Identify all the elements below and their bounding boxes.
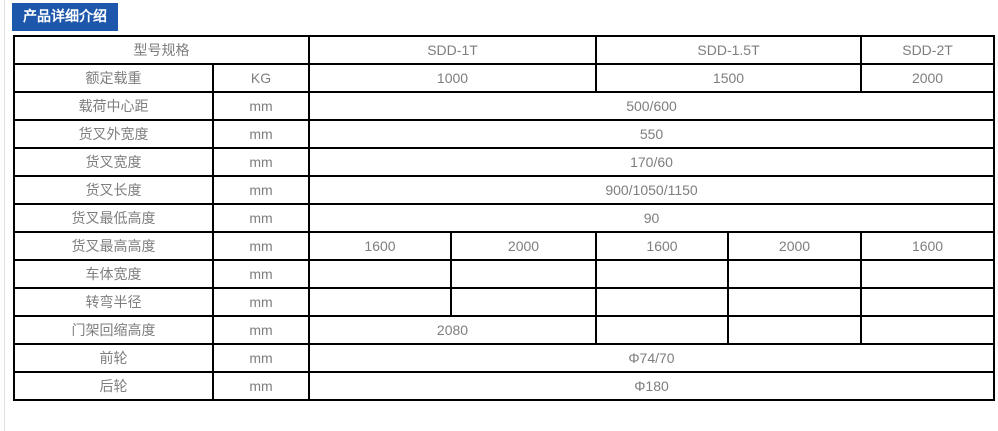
spec-value-cell: 1600 — [860, 231, 996, 261]
page-left-border — [4, 0, 5, 431]
spec-unit-cell: mm — [212, 91, 310, 121]
spec-label-cell: 货叉最高高度 — [13, 231, 214, 261]
spec-value-cell — [595, 259, 729, 289]
spec-value-cell: 1600 — [308, 231, 452, 261]
spec-value-cell — [860, 315, 996, 345]
spec-value-cell: SDD-1T — [308, 35, 597, 65]
spec-value-cell: Φ180 — [307, 371, 996, 401]
spec-row: 货叉最低高度 mm 90 — [13, 203, 996, 233]
spec-unit-cell: mm — [212, 119, 310, 149]
spec-label-cell: 转弯半径 — [13, 287, 214, 317]
spec-value-cell — [308, 259, 452, 289]
spec-unit-cell: mm — [212, 175, 310, 205]
spec-label-cell: 货叉宽度 — [13, 147, 214, 177]
spec-value-cell: Φ74/70 — [307, 343, 996, 373]
spec-value-cell: 550 — [307, 119, 996, 149]
spec-value-cell: SDD-1.5T — [594, 35, 863, 65]
spec-label-cell: 货叉长度 — [13, 175, 214, 205]
spec-row: 型号规格 SDD-1T SDD-1.5T SDD-2T — [13, 35, 996, 65]
spec-row: 额定载重 KG 1000 1500 2000 — [13, 63, 996, 93]
spec-value-cell — [595, 315, 729, 345]
spec-value-cell: 500/600 — [307, 91, 996, 121]
spec-table-body: 型号规格 SDD-1T SDD-1.5T SDD-2T 额定载重 KG 1000 1500 20… — [13, 35, 996, 401]
spec-value-cell — [726, 287, 863, 317]
spec-row: 前轮 mm Φ74/70 — [13, 343, 996, 373]
spec-unit-cell: mm — [212, 287, 310, 317]
section-title-badge: 产品详细介绍 — [12, 3, 118, 31]
spec-label-cell: 额定载重 — [13, 63, 214, 93]
spec-row: 门架回缩高度 mm 2080 — [13, 315, 996, 345]
spec-table: 型号规格 SDD-1T SDD-1.5T SDD-2T 额定载重 KG 1000 1500 20… — [13, 35, 996, 401]
spec-label-cell: 门架回缩高度 — [13, 315, 214, 345]
spec-row: 载荷中心距 mm 500/600 — [13, 91, 996, 121]
spec-row: 货叉宽度 mm 170/60 — [13, 147, 996, 177]
spec-row: 转弯半径 mm — [13, 287, 996, 317]
spec-value-cell — [450, 259, 597, 289]
spec-value-cell: 2080 — [308, 315, 597, 345]
spec-value-cell: 1600 — [595, 231, 729, 261]
spec-unit-cell: mm — [212, 147, 310, 177]
spec-label-cell: 前轮 — [13, 343, 214, 373]
spec-value-cell: 1000 — [308, 63, 597, 93]
spec-row: 货叉最高高度 mm 1600 2000 1600 2000 1600 — [13, 231, 996, 261]
spec-unit-cell: mm — [212, 203, 310, 233]
spec-unit-cell: KG — [212, 63, 310, 93]
spec-row: 货叉外宽度 mm 550 — [13, 119, 996, 149]
spec-label-cell: 货叉最低高度 — [13, 203, 214, 233]
spec-value-cell: SDD-2T — [860, 35, 996, 65]
spec-value-cell: 2000 — [726, 231, 863, 261]
spec-label-cell: 货叉外宽度 — [13, 119, 214, 149]
spec-value-cell: 900/1050/1150 — [307, 175, 996, 205]
spec-value-cell — [726, 259, 863, 289]
spec-label-cell: 载荷中心距 — [13, 91, 214, 121]
spec-value-cell — [450, 287, 597, 317]
spec-unit-cell: mm — [212, 315, 310, 345]
spec-unit-cell: mm — [212, 231, 310, 261]
spec-value-cell: 90 — [307, 203, 996, 233]
spec-unit-cell: mm — [212, 343, 310, 373]
spec-label-cell: 型号规格 — [13, 35, 310, 65]
spec-unit-cell: mm — [212, 371, 310, 401]
spec-label-cell: 后轮 — [13, 371, 214, 401]
spec-value-cell: 2000 — [860, 63, 996, 93]
spec-value-cell — [726, 315, 863, 345]
spec-value-cell: 1500 — [594, 63, 863, 93]
spec-unit-cell: mm — [212, 259, 310, 289]
spec-value-cell: 2000 — [450, 231, 597, 261]
spec-value-cell — [308, 287, 452, 317]
spec-row: 货叉长度 mm 900/1050/1150 — [13, 175, 996, 205]
spec-row: 车体宽度 mm — [13, 259, 996, 289]
spec-label-cell: 车体宽度 — [13, 259, 214, 289]
spec-value-cell: 170/60 — [307, 147, 996, 177]
spec-value-cell — [860, 259, 996, 289]
spec-value-cell — [860, 287, 996, 317]
spec-row: 后轮 mm Φ180 — [13, 371, 996, 401]
spec-value-cell — [595, 287, 729, 317]
